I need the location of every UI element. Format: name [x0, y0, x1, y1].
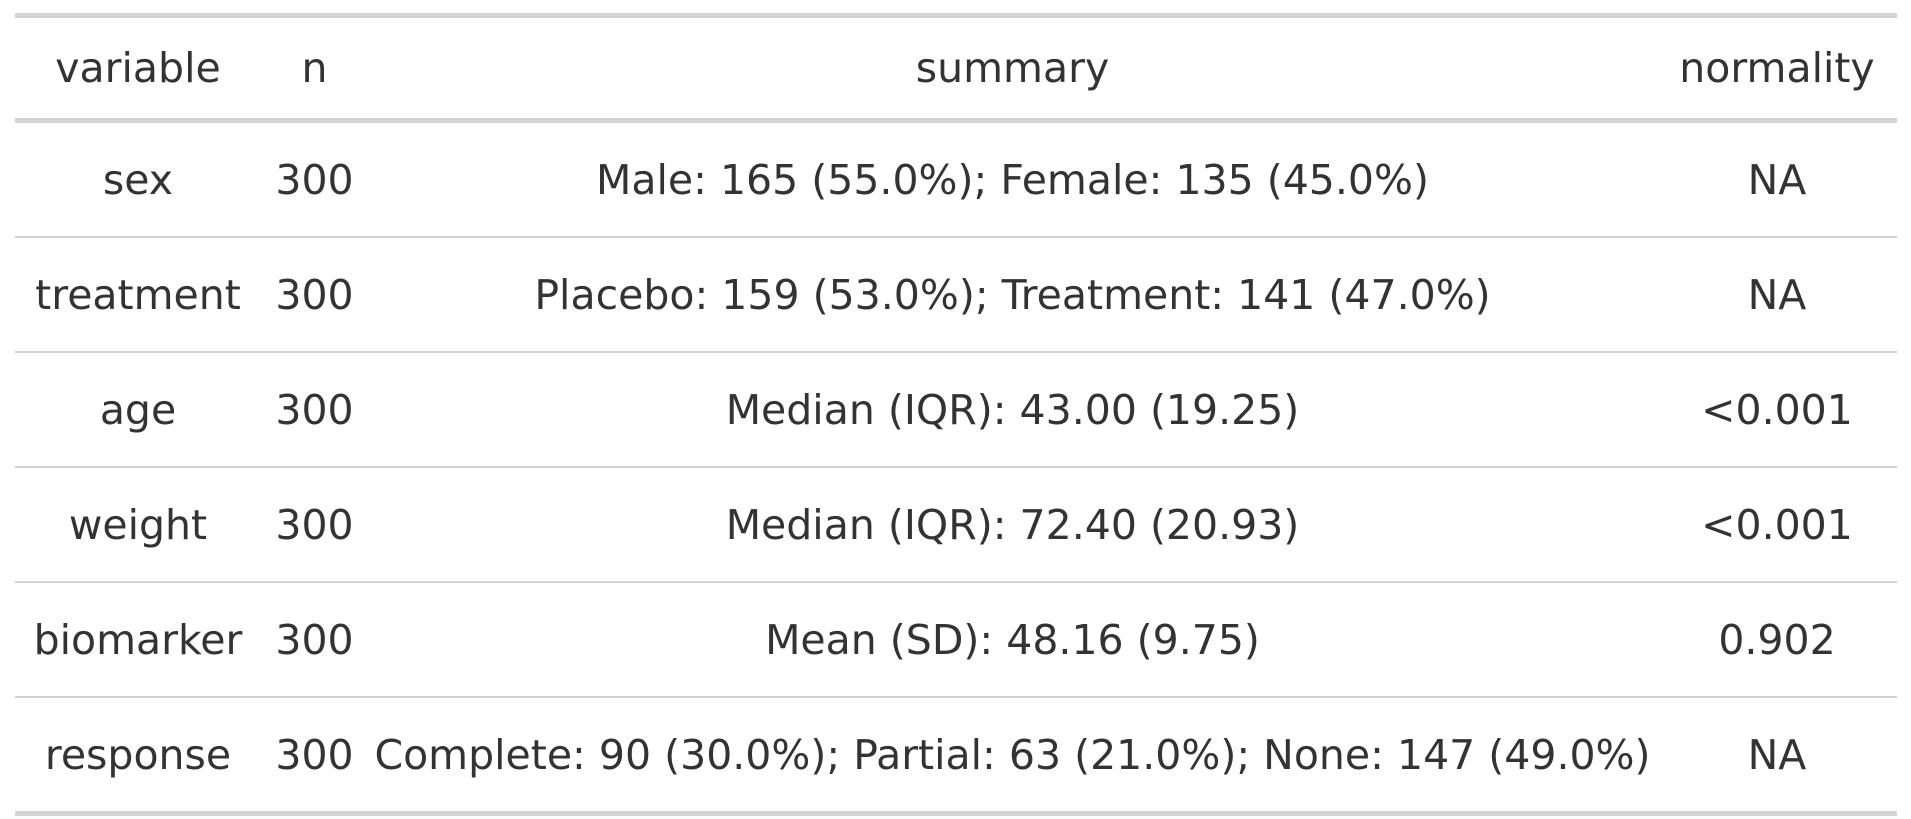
column-header: normality [1657, 15, 1897, 123]
column-header: summary [368, 15, 1657, 123]
table-cell: 300 [261, 466, 368, 582]
table-row: sex 300 Male: 165 (55.0%); Female: 135 (45… [15, 121, 1897, 238]
table-cell: age [15, 351, 261, 467]
header-row: variable n summary normality [15, 15, 1897, 123]
column-header: variable [15, 15, 261, 123]
table-cell: NA [1657, 236, 1897, 352]
table-cell: <0.001 [1657, 466, 1897, 582]
table-cell: Male: 165 (55.0%); Female: 135 (45.0%) [596, 155, 1429, 204]
table-cell: Median (IQR): 72.40 (20.93) [368, 466, 1657, 582]
table-row: weight 300 Median (IQR): 72.40 (20.93) <0.0… [15, 466, 1897, 582]
table-cell: treatment [15, 236, 261, 352]
table-row: treatment 300 Placebo: 159 (53.0%); Treatm… [15, 236, 1897, 352]
table-cell: Complete: 90 (30.0%); Partial: 63 (21.0%… [368, 696, 1657, 814]
table-cell: 300 [261, 696, 368, 814]
table-cell: Median (IQR): 43.00 (19.25) [368, 351, 1657, 467]
summary-table: variable n summary normality sex 300 Male: 16… [15, 13, 1897, 816]
table-cell: 0.902 [1657, 581, 1897, 697]
table-cell: <0.001 [1657, 351, 1897, 467]
table-row: response 300 Complete: 90 (30.0%); Partial… [15, 696, 1897, 814]
table-cell: Mean (SD): 48.16 (9.75) [368, 581, 1657, 697]
table-cell: sex [102, 155, 174, 204]
table-cell: 300 [261, 236, 368, 352]
table-cell: response [15, 696, 261, 814]
table-cell: 300 [275, 155, 354, 204]
table-row: biomarker 300 Mean (SD): 48.16 (9.75) 0.902 [15, 581, 1897, 697]
table-cell: weight [15, 466, 261, 582]
table-cell: Placebo: 159 (53.0%); Treatment: 141 (47… [368, 236, 1657, 352]
table-row: age 300 Median (IQR): 43.00 (19.25) <0.001 [15, 351, 1897, 467]
column-header: n [261, 15, 368, 123]
table-cell: biomarker [15, 581, 261, 697]
table-cell: NA [1747, 155, 1807, 204]
table-cell: 300 [261, 351, 368, 467]
table-cell: NA [1657, 696, 1897, 814]
table-cell: 300 [261, 581, 368, 697]
